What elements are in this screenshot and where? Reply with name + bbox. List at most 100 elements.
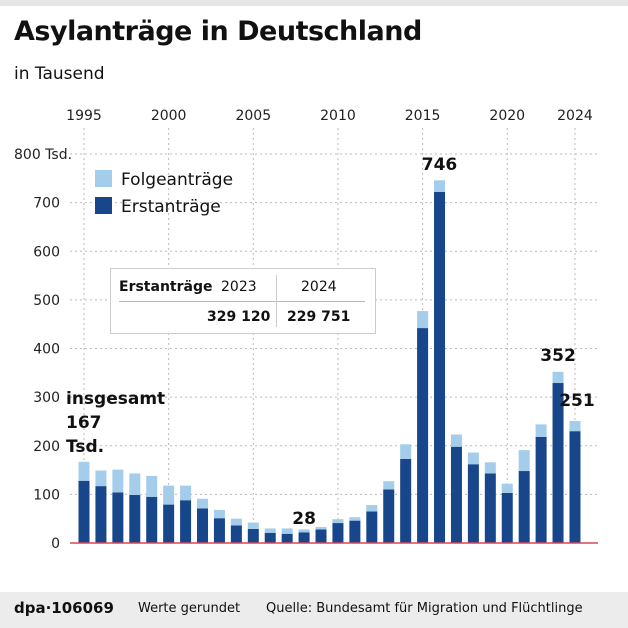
bar-erstanträge-1998 bbox=[129, 494, 141, 543]
bar-erstanträge-2006 bbox=[264, 532, 276, 543]
y-tick-label: 0 bbox=[51, 536, 60, 552]
info-table: Erstanträge 2023 2024 329 120 229 751 bbox=[110, 268, 376, 334]
bar-erstanträge-2022 bbox=[535, 436, 547, 543]
x-tick-label: 2024 bbox=[557, 108, 593, 124]
bar-erstanträge-2004 bbox=[230, 525, 242, 543]
bar-erstanträge-2020 bbox=[501, 492, 513, 543]
bar-folgeanträge-2000 bbox=[163, 485, 175, 505]
bar-folgeanträge-2013 bbox=[383, 481, 395, 490]
bar-folgeanträge-1995 bbox=[78, 461, 90, 481]
table-label: Erstanträge bbox=[119, 279, 213, 295]
bar-folgeanträge-2012 bbox=[366, 505, 378, 512]
bar-erstanträge-2010 bbox=[332, 523, 344, 543]
bar-folgeanträge-2016 bbox=[434, 180, 446, 192]
bar-erstanträge-2017 bbox=[450, 446, 462, 543]
legend-label-erstanträge: Erstanträge bbox=[121, 197, 221, 217]
bar-erstanträge-1996 bbox=[95, 486, 107, 543]
legend-label-folgeanträge: Folgeanträge bbox=[121, 170, 233, 190]
bar-folgeanträge-2020 bbox=[501, 483, 513, 493]
bar-folgeanträge-2003 bbox=[213, 509, 225, 519]
bar-erstanträge-2019 bbox=[484, 473, 496, 543]
x-tick-label: 2010 bbox=[320, 108, 356, 124]
annotation-2008: 28 bbox=[292, 509, 316, 529]
annotation-2023: 352 bbox=[540, 346, 576, 366]
annotation-167: 167 bbox=[66, 413, 102, 433]
x-tick-label: 2020 bbox=[489, 108, 525, 124]
bar-erstanträge-2021 bbox=[518, 471, 530, 543]
bar-folgeanträge-2014 bbox=[400, 444, 412, 459]
bar-erstanträge-2015 bbox=[417, 328, 429, 543]
bar-folgeanträge-2018 bbox=[467, 452, 479, 465]
bar-folgeanträge-1999 bbox=[146, 475, 158, 497]
bar-folgeanträge-1997 bbox=[112, 469, 124, 493]
legend-swatch-folgeanträge bbox=[95, 170, 112, 187]
bar-folgeanträge-2008 bbox=[298, 529, 310, 533]
x-tick-label: 2015 bbox=[405, 108, 441, 124]
bar-erstanträge-1997 bbox=[112, 492, 124, 543]
y-tick-label: 500 bbox=[33, 293, 60, 309]
bar-erstanträge-2018 bbox=[467, 464, 479, 543]
bar-erstanträge-2023 bbox=[552, 383, 564, 543]
y-tick-label: 800 Tsd. bbox=[14, 147, 72, 163]
x-tick-label: 2000 bbox=[151, 108, 187, 124]
bar-folgeanträge-1996 bbox=[95, 470, 107, 487]
bar-erstanträge-2005 bbox=[247, 528, 259, 543]
y-tick-label: 600 bbox=[33, 244, 60, 260]
bar-erstanträge-1995 bbox=[78, 480, 90, 543]
bar-folgeanträge-2004 bbox=[230, 518, 242, 526]
table-year2: 2024 bbox=[301, 279, 337, 295]
y-tick-label: 400 bbox=[33, 342, 60, 358]
bar-folgeanträge-2015 bbox=[417, 311, 429, 329]
bar-erstanträge-2001 bbox=[180, 500, 192, 543]
annotation-insgesamt: insgesamt bbox=[66, 389, 165, 409]
footer: dpa·106069 Werte gerundet Quelle: Bundes… bbox=[0, 592, 628, 628]
table-value1: 329 120 bbox=[207, 309, 271, 325]
bar-folgeanträge-2024 bbox=[569, 420, 581, 432]
bar-erstanträge-2002 bbox=[197, 508, 209, 543]
bar-erstanträge-2007 bbox=[281, 533, 293, 543]
bar-erstanträge-2012 bbox=[366, 511, 378, 543]
bar-folgeanträge-2005 bbox=[247, 522, 259, 529]
bar-erstanträge-2009 bbox=[315, 529, 327, 543]
bar-folgeanträge-2011 bbox=[349, 517, 361, 521]
bar-folgeanträge-2009 bbox=[315, 526, 327, 530]
bar-folgeanträge-2001 bbox=[180, 485, 192, 501]
bar-erstanträge-1999 bbox=[146, 496, 158, 543]
y-tick-label: 300 bbox=[33, 390, 60, 406]
bar-folgeanträge-2019 bbox=[484, 462, 496, 474]
bar-erstanträge-2008 bbox=[298, 532, 310, 543]
top-bar bbox=[0, 0, 628, 6]
bar-erstanträge-2014 bbox=[400, 458, 412, 543]
bar-erstanträge-2000 bbox=[163, 504, 175, 543]
y-tick-label: 200 bbox=[33, 439, 60, 455]
bar-erstanträge-2024 bbox=[569, 431, 581, 543]
table-value2: 229 751 bbox=[287, 309, 351, 325]
table-year1: 2023 bbox=[221, 279, 257, 295]
annotation-2016: 746 bbox=[422, 155, 458, 175]
annotation-2024: 251 bbox=[559, 391, 595, 411]
y-tick-label: 700 bbox=[33, 196, 60, 212]
bar-folgeanträge-2007 bbox=[281, 528, 293, 534]
bar-folgeanträge-2010 bbox=[332, 519, 344, 524]
bar-folgeanträge-2017 bbox=[450, 434, 462, 447]
bar-folgeanträge-2023 bbox=[552, 371, 564, 384]
chart-subtitle: in Tausend bbox=[14, 64, 105, 84]
bar-erstanträge-2013 bbox=[383, 489, 395, 543]
bar-folgeanträge-2021 bbox=[518, 450, 530, 472]
footer-id: dpa·106069 bbox=[14, 599, 114, 617]
legend-swatch-erstanträge bbox=[95, 197, 112, 214]
footer-note: Werte gerundet bbox=[138, 601, 241, 616]
bar-erstanträge-2003 bbox=[213, 518, 225, 543]
bar-erstanträge-2011 bbox=[349, 520, 361, 543]
bar-folgeanträge-1998 bbox=[129, 473, 141, 495]
bar-folgeanträge-2002 bbox=[197, 498, 209, 509]
bar-folgeanträge-2022 bbox=[535, 424, 547, 437]
x-tick-label: 2005 bbox=[235, 108, 271, 124]
bar-folgeanträge-2006 bbox=[264, 528, 276, 533]
footer-source: Quelle: Bundesamt für Migration und Flüc… bbox=[266, 601, 583, 616]
bar-erstanträge-2016 bbox=[434, 191, 446, 544]
y-tick-label: 100 bbox=[33, 487, 60, 503]
chart-title: Asylanträge in Deutschland bbox=[14, 16, 422, 47]
x-tick-label: 1995 bbox=[66, 108, 102, 124]
